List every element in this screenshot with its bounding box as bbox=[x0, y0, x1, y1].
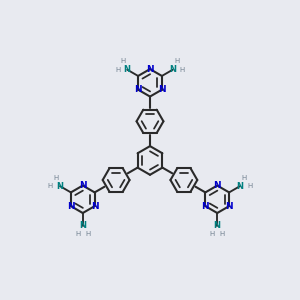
Text: N: N bbox=[158, 85, 166, 94]
Text: H: H bbox=[180, 67, 185, 73]
Text: H: H bbox=[247, 184, 252, 190]
Text: H: H bbox=[242, 175, 247, 181]
Text: H: H bbox=[220, 231, 225, 237]
Text: N: N bbox=[169, 65, 176, 74]
Text: N: N bbox=[79, 221, 86, 230]
Text: N: N bbox=[56, 182, 64, 190]
Text: H: H bbox=[48, 184, 53, 190]
Text: N: N bbox=[236, 182, 244, 190]
Text: N: N bbox=[67, 202, 75, 211]
Text: H: H bbox=[115, 67, 120, 73]
Text: H: H bbox=[175, 58, 180, 64]
Text: N: N bbox=[91, 202, 98, 211]
Text: N: N bbox=[79, 181, 87, 190]
Text: N: N bbox=[202, 202, 209, 211]
Text: N: N bbox=[146, 64, 154, 74]
Text: N: N bbox=[124, 65, 131, 74]
Text: H: H bbox=[53, 175, 58, 181]
Text: N: N bbox=[213, 181, 221, 190]
Text: N: N bbox=[214, 221, 221, 230]
Text: H: H bbox=[85, 231, 91, 237]
Text: H: H bbox=[120, 58, 125, 64]
Text: H: H bbox=[75, 231, 80, 237]
Text: N: N bbox=[134, 85, 142, 94]
Text: H: H bbox=[209, 231, 215, 237]
Text: N: N bbox=[225, 202, 233, 211]
